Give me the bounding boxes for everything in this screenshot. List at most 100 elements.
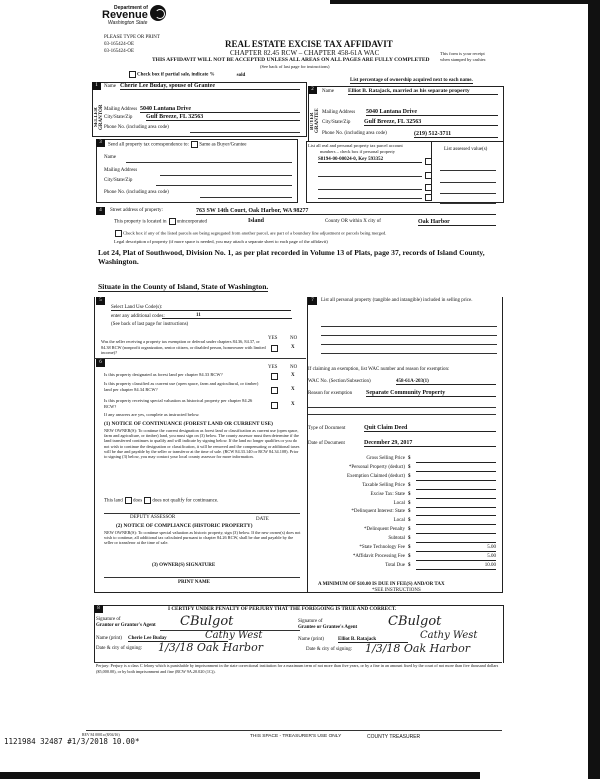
personal-property-line[interactable] [321,344,497,345]
personal-property-checkbox[interactable] [425,158,432,165]
fee-value-field[interactable] [416,483,496,490]
assessed-value-field[interactable] [440,182,496,183]
segregated-checkbox[interactable] [115,230,122,237]
fee-value-field[interactable]: 5.00 [416,554,496,561]
label: Phone No. (including area code) [104,125,169,130]
exemption-reason-field[interactable]: Separate Community Property [366,390,496,397]
assessed-value-field[interactable] [440,170,496,171]
fee-value-field[interactable] [416,509,496,517]
grantee-name-field[interactable]: Elliot B. Ratajack [338,637,408,643]
wac-number-field[interactable]: 458-61A-203(1) [396,379,496,385]
personal-property-line[interactable] [321,335,497,336]
historic-yes-checkbox[interactable] [271,402,278,409]
ownership-note: List percentage of ownership acquired ne… [350,78,473,84]
no-header: NO [290,365,298,370]
does-checkbox[interactable] [125,497,132,504]
property-street-field[interactable]: 763 SW 14th Court, Oak Harbor, WA 98277 [196,208,496,215]
parcel-number-field[interactable] [318,189,422,190]
fee-value-field[interactable] [416,501,496,508]
historic-no-mark[interactable]: X [291,402,295,407]
currency-sign: $ [408,473,411,479]
buyer-address-field[interactable]: 5040 Lantana Drive [366,109,498,116]
current-use-yes-checkbox[interactable] [271,387,278,394]
reason-line[interactable] [308,407,496,408]
seller-phone-field[interactable] [190,132,300,133]
buyer-grantee-label: BUYER GRANTEE [310,108,320,134]
fee-value-field[interactable]: 5.00 [416,545,496,552]
owner-signature-line[interactable] [104,577,300,578]
fee-value-field[interactable] [416,527,496,535]
fee-value-field[interactable] [416,536,496,544]
correspondence-city-field[interactable] [156,185,292,186]
seller-city-field[interactable]: Gulf Breeze, FL 32563 [146,114,300,121]
divider [94,662,502,663]
label: Type of Document [308,426,346,431]
currency-sign: $ [408,518,411,524]
fee-value-field[interactable] [416,474,496,481]
exemption-yes-checkbox[interactable] [271,345,278,352]
fee-label: *Affidavit Processing Fee [352,553,405,559]
parcel-number-field[interactable] [318,198,422,199]
fee-value-field[interactable]: 10.00 [416,563,496,570]
unincorporated-checkbox[interactable] [168,218,176,225]
land-use-code-field[interactable]: 11 [162,313,292,319]
currency-sign: $ [408,509,411,515]
grantee-handwritten-date-city: 1/3/18 Oak Harbor [365,642,470,655]
buyer-city-field[interactable]: Gulf Breeze, FL 32563 [364,119,498,126]
warning: THIS AFFIDAVIT WILL NOT BE ACCEPTED UNLE… [152,57,430,63]
grantor-handwritten-date-city: 1/3/18 Oak Harbor [158,641,263,654]
assessed-value-field[interactable] [440,203,496,204]
section-number: 8 [94,605,103,613]
fee-value-field[interactable] [416,465,496,472]
exemption-no-mark[interactable]: X [291,345,295,350]
personal-property-line[interactable] [321,353,497,354]
current-use-no-mark[interactable]: X [291,387,295,392]
buyer-phone-field[interactable]: (219) 512-3711 [414,131,498,138]
form-chapter: CHAPTER 82.45 RCW – CHAPTER 458-61A WAC [230,49,380,57]
document-type-field[interactable]: Quit Claim Deed [364,425,496,432]
seller-name-field[interactable]: Cherie Lee Buday, spouse of Grantee [120,83,300,90]
currency-sign: $ [408,545,411,550]
grantor-signature-line[interactable] [160,630,300,631]
assessed-value-field[interactable] [440,193,496,194]
fee-label: Gross Selling Price [366,456,405,461]
divider [431,141,432,201]
personal-property-checkbox[interactable] [425,194,432,201]
fee-value-field[interactable] [416,456,496,463]
notice-continuance-title: (1) NOTICE OF CONTINUANCE (FOREST LAND O… [104,421,273,427]
deputy-assessor-line[interactable] [104,513,300,514]
seller-address-field[interactable]: 5040 Lantana Drive [140,106,300,113]
same-as-buyer-checkbox[interactable] [191,141,199,148]
section-number: 2 [308,86,317,94]
parcel-number-field[interactable]: S8194-00-00024-0, Key 593352 [318,157,422,163]
section-number: 7 [308,297,317,305]
forest-yes-checkbox[interactable] [271,373,278,380]
fee-value-field[interactable] [416,518,496,526]
city-field[interactable]: Oak Harbor [418,219,496,226]
county-field[interactable]: Island [248,218,265,224]
forest-land-question: Is this property designated as forest la… [104,372,223,377]
forest-no-mark[interactable]: X [291,373,295,378]
partial-sale-checkbox[interactable] [129,71,136,78]
reason-line[interactable] [308,414,496,415]
fee-label: *Personal Property (deduct) [348,464,405,470]
exemption-question: Was the seller receiving a property tax … [101,339,266,355]
correspondence-phone-field[interactable] [200,197,292,198]
correspondence-name-field[interactable] [126,162,292,163]
section-number: 1 [92,82,101,90]
personal-property-line[interactable] [321,326,497,327]
personal-property-checkbox[interactable] [425,184,432,191]
does-not-checkbox[interactable] [144,497,152,504]
grantor-name-field[interactable]: Cherie Lee Buday [128,636,228,642]
correspondence-address-field[interactable] [160,175,292,176]
scan-edge-top [330,0,600,4]
form-title: REAL ESTATE EXCISE TAX AFFIDAVIT [225,39,393,49]
buyer-name-field[interactable]: Elliot B. Ratajack, married as his separ… [348,88,498,95]
seller-section [92,82,307,137]
logo: Department of Revenue Washington State [102,5,148,26]
fee-value-field[interactable] [416,492,496,499]
parcel-number-field[interactable] [318,176,422,177]
scan-edge-right [588,0,600,779]
document-date-field[interactable]: December 29, 2017 [364,440,496,447]
personal-property-checkbox[interactable] [425,172,432,179]
